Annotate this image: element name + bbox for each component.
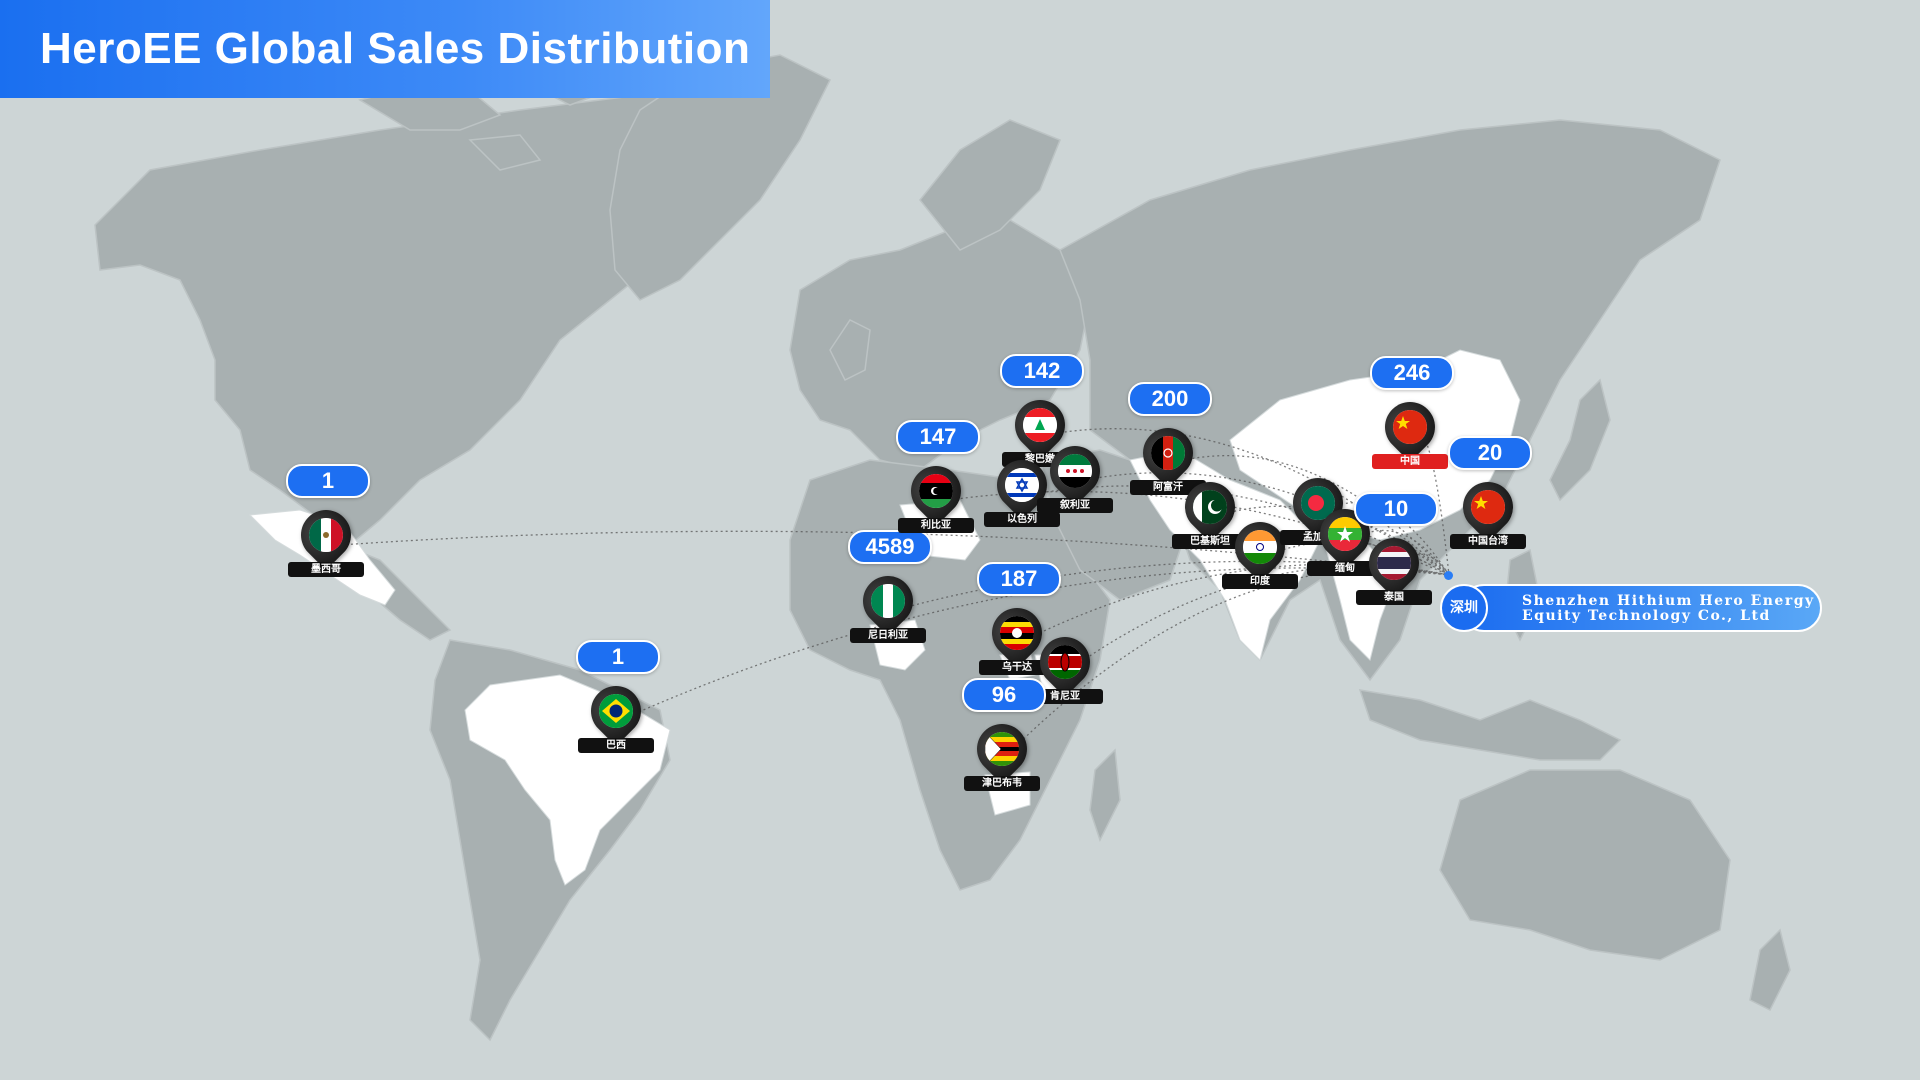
country-label-libya: 利比亚 (898, 518, 974, 533)
country-label-uganda: 乌干达 (979, 660, 1055, 675)
country-label-myanmar: 缅甸 (1307, 561, 1383, 576)
route-line-myanmar (1344, 529, 1450, 576)
scandinavia-landmass (919, 119, 1061, 251)
myanmar-flag-icon (1328, 517, 1362, 551)
brazil-flag-icon (599, 694, 633, 728)
sales-count-lebanon: 142 (1000, 354, 1084, 388)
japan-landmass (1549, 378, 1611, 502)
lebanon-flag-icon (1023, 408, 1057, 442)
nigeria-flag-icon (871, 584, 905, 618)
country-label-china: 中国 (1372, 454, 1448, 469)
israel-flag-icon (1005, 468, 1039, 502)
country-label-zimbabwe: 津巴布韦 (964, 776, 1040, 791)
route-line-lebanon (1039, 428, 1450, 576)
syria-flag-icon (1058, 454, 1092, 488)
indonesia-landmass (1358, 689, 1622, 761)
country-label-israel: 以色列 (984, 512, 1060, 527)
country-label-afghanistan: 阿富汗 (1130, 480, 1206, 495)
country-label-mexico: 墨西哥 (288, 562, 364, 577)
page-title: HeroEE Global Sales Distribution (0, 0, 770, 98)
kenya-flag-icon (1048, 645, 1082, 679)
libya-flag-icon (919, 474, 953, 508)
china-flag-icon (1393, 410, 1427, 444)
country-label-brazil: 巴西 (578, 738, 654, 753)
sales-count-brazil: 1 (576, 640, 660, 674)
sales-count-china: 246 (1370, 356, 1454, 390)
route-line-china (1409, 430, 1450, 576)
shenzhen-location-dot (1444, 571, 1453, 580)
company-name-line1: Shenzhen Hithium Hero Energy (1522, 593, 1815, 609)
mexico-flag-icon (309, 518, 343, 552)
company-name-line2: Equity Technology Co., Ltd (1522, 608, 1771, 624)
zimbabwe-flag-icon (985, 732, 1019, 766)
route-line-bangladesh (1317, 502, 1450, 576)
greenland-landmass (609, 54, 832, 301)
route-line-thailand (1393, 553, 1450, 576)
country-label-nigeria: 尼日利亚 (850, 628, 926, 643)
sales-count-libya: 147 (896, 420, 980, 454)
route-line-syria (1074, 472, 1450, 576)
country-label-kenya: 肯尼亚 (1027, 689, 1103, 704)
sales-count-afghanistan: 200 (1128, 382, 1212, 416)
australia-landmass (1439, 769, 1731, 961)
sales-count-taiwan: 20 (1448, 436, 1532, 470)
sales-count-thailand: 10 (1354, 492, 1438, 526)
sales-count-zimbabwe: 96 (962, 678, 1046, 712)
sales-count-mexico: 1 (286, 464, 370, 498)
country-label-syria: 叙利亚 (1037, 498, 1113, 513)
uk-landmass (829, 319, 871, 382)
new-zealand-landmass (1749, 928, 1791, 1012)
headquarters-callout: Shenzhen Hithium Hero Energy Equity Tech… (1440, 584, 1822, 634)
thailand-flag-icon (1377, 546, 1411, 580)
company-name-pill: Shenzhen Hithium Hero Energy Equity Tech… (1460, 584, 1822, 632)
sales-count-nigeria: 4589 (848, 530, 932, 564)
country-label-thailand: 泰国 (1356, 590, 1432, 605)
route-line-nigeria (887, 560, 1450, 613)
country-label-taiwan: 中国台湾 (1450, 534, 1526, 549)
uganda-flag-icon (1000, 616, 1034, 650)
country-label-india: 印度 (1222, 574, 1298, 589)
pakistan-flag-icon (1193, 490, 1227, 524)
afghanistan-flag-icon (1151, 436, 1185, 470)
india-flag-icon (1243, 530, 1277, 564)
route-line-zimbabwe (1001, 568, 1450, 761)
madagascar-landmass (1089, 748, 1121, 842)
sales-count-uganda: 187 (977, 562, 1061, 596)
china-flag-icon (1471, 490, 1505, 524)
hq-city-badge: 深圳 (1440, 584, 1488, 632)
country-label-pakistan: 巴基斯坦 (1172, 534, 1248, 549)
